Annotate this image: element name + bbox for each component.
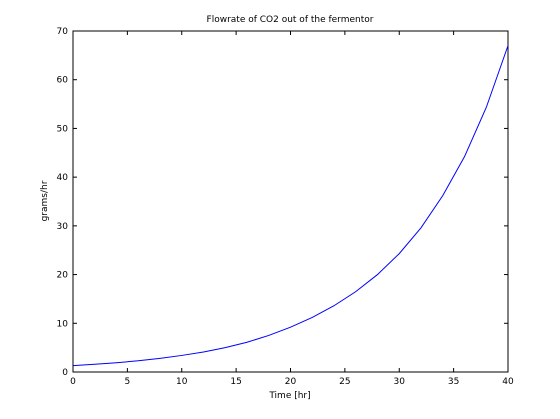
x-tick-label: 30 (394, 377, 406, 387)
series-line (72, 45, 509, 367)
x-tick-label: 25 (339, 377, 350, 387)
y-tick-label: 70 (57, 27, 69, 37)
series-group (72, 45, 509, 367)
y-tick-label: 60 (57, 76, 69, 86)
y-axis-label: grams/hr (40, 180, 50, 221)
y-tick-label: 30 (57, 222, 69, 232)
x-tick-label: 10 (176, 377, 188, 387)
x-tick-label: 5 (125, 377, 131, 387)
y-tick-label: 50 (57, 124, 69, 134)
x-tick-label: 40 (502, 377, 514, 387)
x-tick-label: 15 (230, 377, 241, 387)
y-tick-label: 10 (57, 319, 69, 329)
x-axis-label: Time [hr] (268, 391, 310, 401)
y-tick-label: 0 (62, 368, 68, 378)
axis-ticks: 0 5 10 15 20 25 30 35 40 0 10 20 30 40 50 60 70 (57, 27, 514, 387)
x-tick-label: 35 (448, 377, 459, 387)
x-tick-label: 20 (285, 377, 297, 387)
y-tick-label: 20 (57, 271, 69, 281)
chart-title: Flowrate of CO2 out of the fermentor (207, 15, 374, 25)
y-tick-label: 40 (57, 173, 69, 183)
plot-area (72, 30, 509, 373)
x-tick-label: 0 (70, 377, 76, 387)
